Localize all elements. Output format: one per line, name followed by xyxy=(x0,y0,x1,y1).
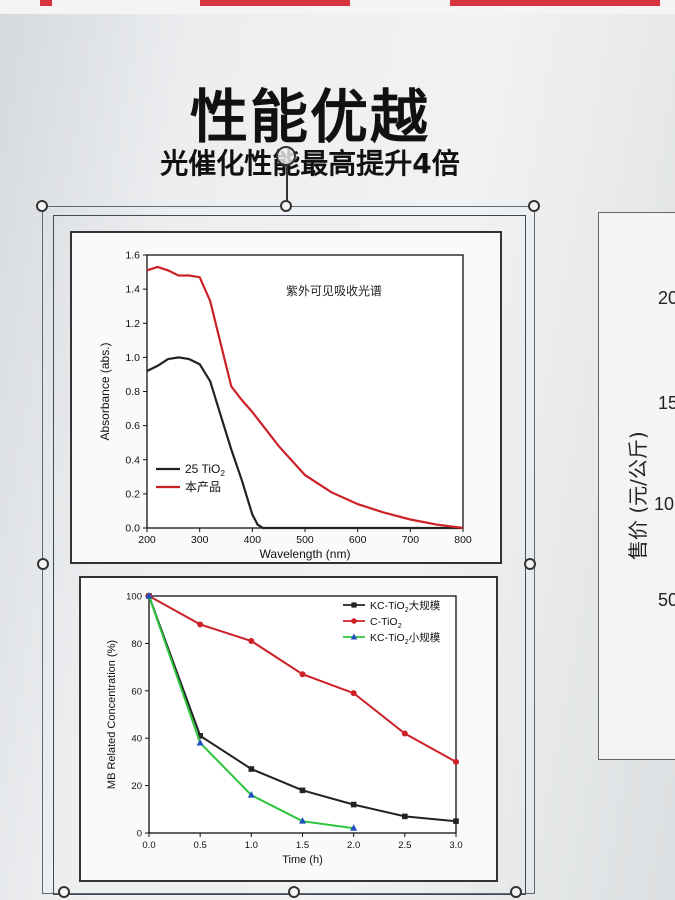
rotation-stem xyxy=(286,162,288,206)
price-tick: 15 xyxy=(658,393,675,413)
data-point-square xyxy=(299,787,306,794)
x-tick-label: 1.0 xyxy=(245,840,258,851)
price-tick: 50 xyxy=(658,590,675,610)
red-text-fragment xyxy=(200,0,350,6)
resize-handle-top[interactable] xyxy=(280,200,292,212)
y-tick-label: 80 xyxy=(131,639,142,650)
data-point-circle xyxy=(401,730,408,737)
y-tick-label: 40 xyxy=(131,734,142,745)
data-point-triangle xyxy=(299,817,306,824)
data-point-triangle xyxy=(350,824,358,831)
legend-marker xyxy=(351,602,357,608)
data-point-circle xyxy=(453,758,459,765)
data-point-square xyxy=(402,813,408,820)
data-point-circle xyxy=(197,621,204,628)
series-line xyxy=(146,356,463,530)
x-axis-label: Time (h) xyxy=(282,854,323,866)
x-tick-label: 600 xyxy=(349,534,367,546)
price-axis-label: 售价 (元/公斤) xyxy=(626,431,650,560)
y-tick-label: 0.2 xyxy=(125,488,140,500)
x-axis-label: Wavelength (nm) xyxy=(260,547,351,561)
y-tick-label: 1.2 xyxy=(125,318,140,330)
resize-handle-right[interactable] xyxy=(524,558,536,570)
y-tick-label: 0 xyxy=(137,829,142,840)
data-point-square xyxy=(248,766,255,772)
legend-marker xyxy=(351,618,357,624)
price-chart-panel xyxy=(598,212,675,760)
x-tick-label: 3.0 xyxy=(449,840,462,851)
legend-label: KC-TiO2大规模 xyxy=(370,599,441,614)
red-text-fragment xyxy=(40,0,52,6)
y-tick-label: 0.4 xyxy=(125,454,140,466)
resize-handle-bottom-left[interactable] xyxy=(58,886,70,898)
slide-title: 性能优越 xyxy=(189,83,430,151)
legend-marker xyxy=(350,633,358,640)
data-point-triangle xyxy=(145,592,153,599)
plot-frame xyxy=(146,254,464,529)
y-tick-label: 0.0 xyxy=(125,523,140,535)
legend-label: 25 TiO2 xyxy=(185,462,225,478)
resize-handle-bottom-right[interactable] xyxy=(510,886,522,898)
y-tick-label: 20 xyxy=(131,781,142,792)
y-axis-label: Absorbance (abs.) xyxy=(98,342,112,440)
price-tick: 10 xyxy=(654,494,675,514)
x-tick-label: 1.5 xyxy=(296,840,309,851)
data-point-square xyxy=(350,801,357,808)
slide-subtitle: 光催化性能最高提升4倍 xyxy=(160,147,460,180)
rotate-handle-icon[interactable] xyxy=(276,146,296,166)
y-tick-label: 0.6 xyxy=(125,420,140,432)
plot-frame xyxy=(148,595,457,834)
degradation-chart: 0.0 0.5 1.0 1.5 2.0 2.5 3.0 0 20 40 60 80 100 Time (h… xyxy=(106,592,463,867)
data-point-circle xyxy=(350,690,357,697)
absorbance-chart-panel: 200 300 400 500 600 700 800 0.0 0.2 0.4 0.6 0.8 1.0 1… xyxy=(70,231,502,564)
y-tick-label: 1.0 xyxy=(125,352,140,364)
y-tick-label: 1.6 xyxy=(125,250,140,262)
data-point-circle xyxy=(248,638,255,645)
data-point-square xyxy=(197,733,203,739)
data-point-triangle xyxy=(196,738,204,746)
resize-handle-top-left[interactable] xyxy=(36,200,48,212)
series-line xyxy=(146,265,464,530)
y-tick-label: 60 xyxy=(131,686,142,697)
chart-annotation: 紫外可见吸收光谱 xyxy=(286,284,382,298)
resize-handle-bottom[interactable] xyxy=(288,886,300,898)
resize-handle-left[interactable] xyxy=(37,558,49,570)
y-tick-label: 0.8 xyxy=(125,386,140,398)
x-tick-label: 500 xyxy=(296,534,314,546)
data-point-square xyxy=(453,818,459,824)
x-tick-label: 700 xyxy=(402,534,420,546)
legend-label: KC-TiO2小规模 xyxy=(370,631,441,646)
price-tick: 20 xyxy=(658,288,675,308)
y-tick-label: 1.4 xyxy=(125,284,140,296)
x-tick-label: 300 xyxy=(191,534,209,546)
x-tick-label: 800 xyxy=(454,534,472,546)
x-tick-label: 0.5 xyxy=(194,840,207,851)
x-tick-label: 0.0 xyxy=(142,840,155,851)
legend-label: 本产品 xyxy=(185,480,221,494)
data-point-circle xyxy=(299,671,306,678)
y-axis-label: MB Related Concentration (%) xyxy=(106,640,118,789)
y-tick-label: 100 xyxy=(126,592,142,603)
red-text-fragment xyxy=(450,0,660,6)
x-tick-label: 400 xyxy=(244,534,262,546)
x-tick-label: 2.0 xyxy=(347,840,360,851)
legend-label: C-TiO2 xyxy=(370,616,402,630)
absorbance-chart: 200 300 400 500 600 700 800 0.0 0.2 0.4 0.6 0.8 1.0 1… xyxy=(98,250,472,562)
degradation-chart-panel: 0.0 0.5 1.0 1.5 2.0 2.5 3.0 0 20 40 60 80 100 Time (h… xyxy=(79,576,498,882)
data-point-triangle xyxy=(247,791,255,798)
resize-handle-top-right[interactable] xyxy=(528,200,540,212)
x-tick-label: 2.5 xyxy=(398,840,411,851)
x-tick-label: 200 xyxy=(138,534,156,546)
